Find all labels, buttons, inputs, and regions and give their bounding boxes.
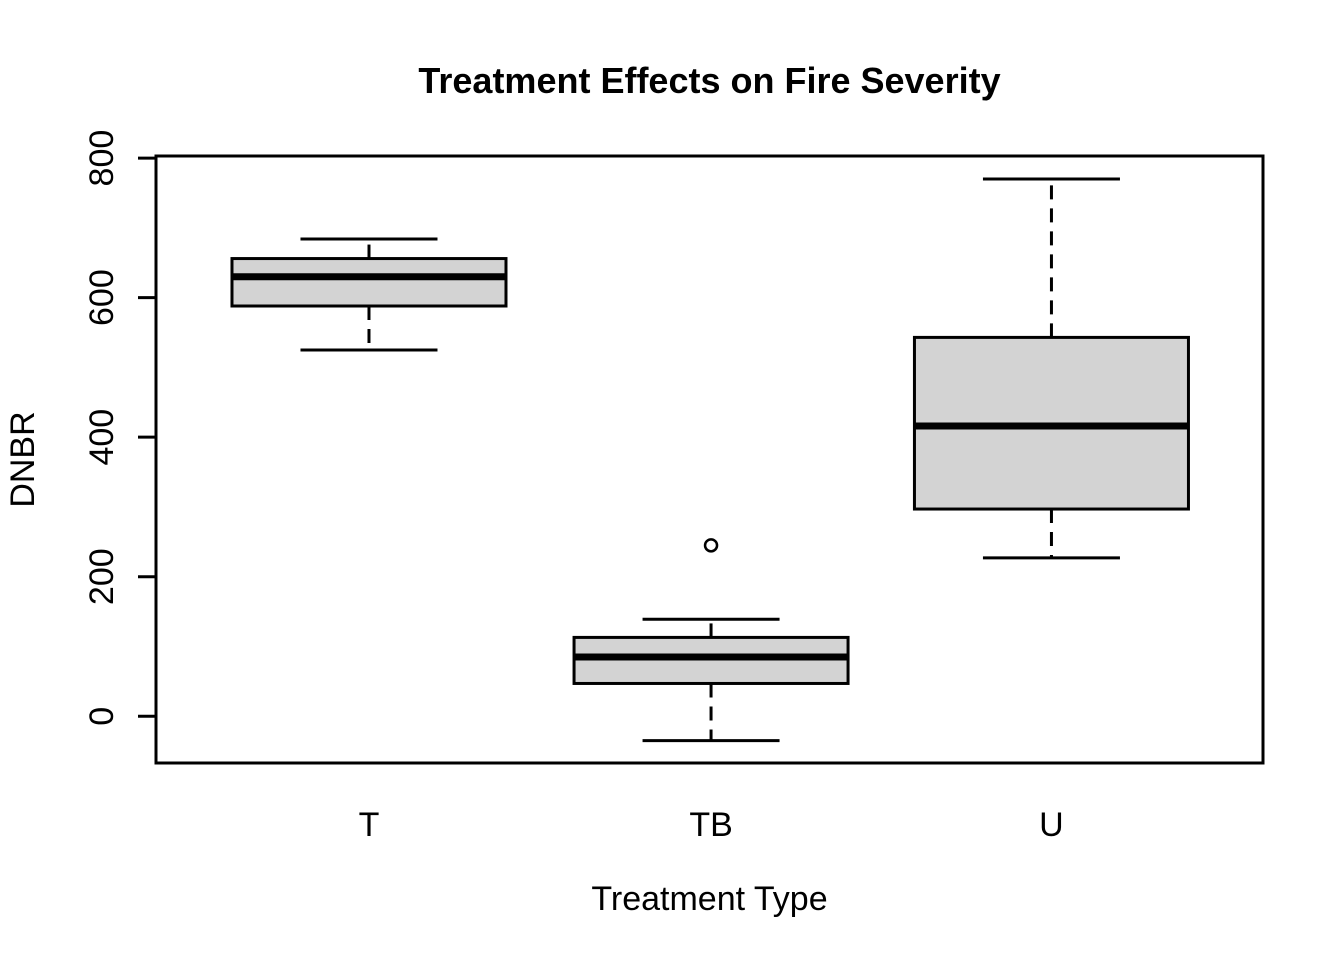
y-tick-label: 400 [83, 409, 121, 466]
x-axis-category-labels: T TB U [359, 806, 1064, 844]
y-tick-label: 800 [83, 130, 121, 187]
x-category-label: T [359, 806, 380, 844]
chart-title: Treatment Effects on Fire Severity [418, 60, 1000, 101]
x-category-label: U [1039, 806, 1064, 844]
y-axis-ticks: 0 200 400 600 800 [83, 130, 156, 726]
boxplot-boxes [230, 177, 1190, 743]
y-axis-label: DNBR [4, 411, 42, 507]
boxplot-T [230, 237, 508, 352]
boxplot-TB [572, 538, 850, 743]
y-tick-label: 200 [83, 548, 121, 605]
outlier-point [703, 538, 719, 553]
plot-frame [154, 154, 1265, 765]
iqr-box [230, 257, 508, 308]
x-category-label: TB [689, 806, 732, 844]
boxplot-U [912, 177, 1190, 560]
y-tick-label: 600 [83, 269, 121, 326]
x-axis-label: Treatment Type [591, 880, 827, 918]
y-tick-label: 0 [83, 707, 121, 726]
